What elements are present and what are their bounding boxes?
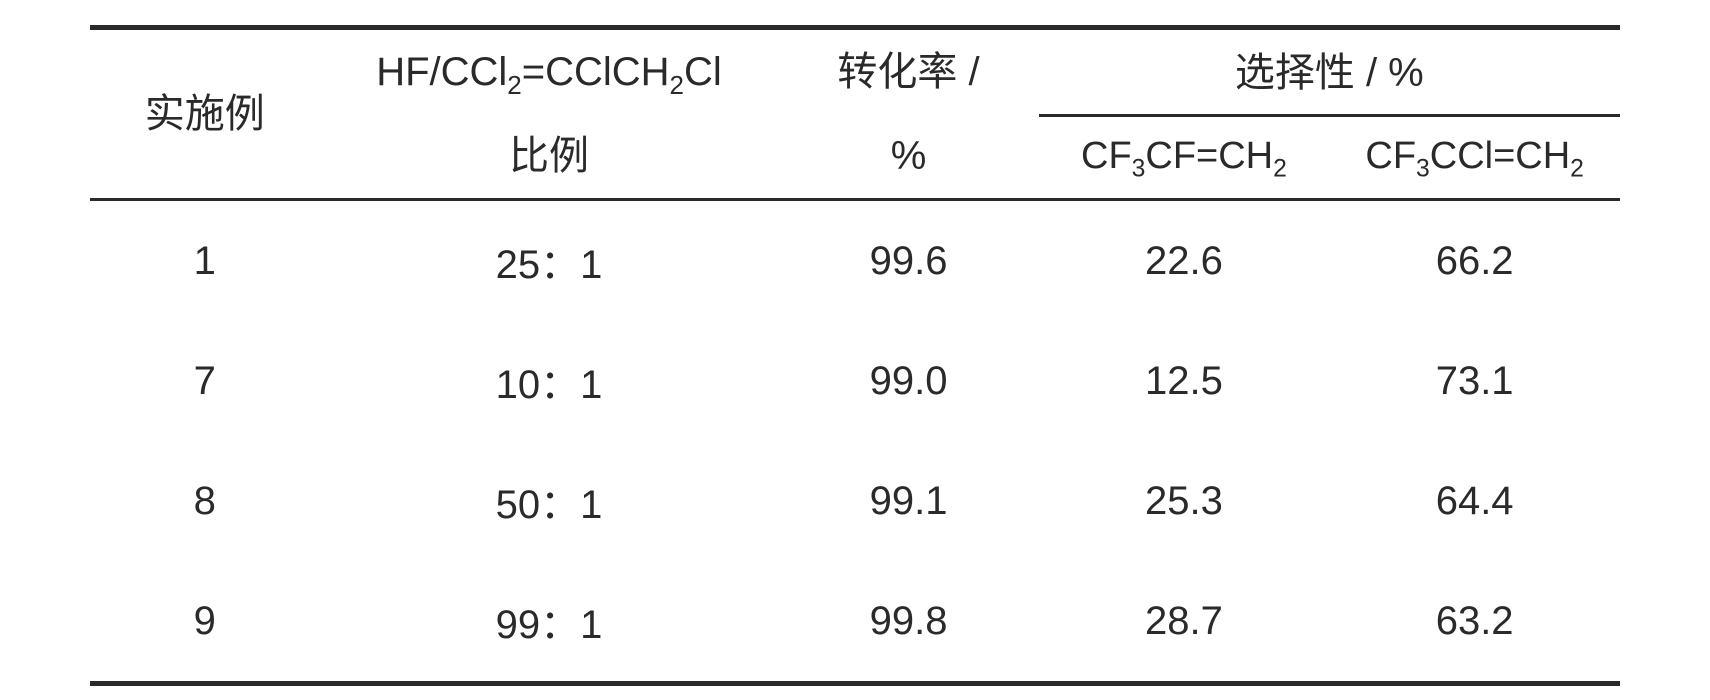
table-row: 8 50：1 99.1 25.3 64.4: [90, 441, 1620, 561]
col-header-ratio-label: 比例: [376, 107, 722, 191]
col-header-example-text: 实施例: [145, 92, 265, 136]
table-row: 7 10：1 99.0 12.5 73.1: [90, 321, 1620, 441]
header-row-1: 实施例 HF/CCl2=CClCH2Cl 比例 转化率 / % 选择性 / %: [90, 28, 1620, 116]
cell-ratio: 25：1: [320, 200, 779, 322]
cell-sel-a: 12.5: [1039, 321, 1330, 441]
col-header-ratio: HF/CCl2=CClCH2Cl 比例: [320, 28, 779, 200]
cell-sel-b: 73.1: [1329, 321, 1620, 441]
col-header-example: 实施例: [90, 28, 320, 200]
cell-example: 1: [90, 200, 320, 322]
cell-sel-a: 22.6: [1039, 200, 1330, 322]
cell-conversion: 99.1: [779, 441, 1039, 561]
col-header-sel-b: CF3CCl=CH2: [1329, 116, 1620, 200]
cell-conversion: 99.8: [779, 561, 1039, 684]
cell-sel-a: 25.3: [1039, 441, 1330, 561]
col-header-conv-top: 转化率 /: [837, 37, 979, 107]
cell-conversion: 99.0: [779, 321, 1039, 441]
cell-ratio: 50：1: [320, 441, 779, 561]
table-row: 1 25：1 99.6 22.6 66.2: [90, 200, 1620, 322]
col-header-selectivity-group: 选择性 / %: [1039, 28, 1620, 116]
cell-example: 7: [90, 321, 320, 441]
cell-conversion: 99.6: [779, 200, 1039, 322]
col-header-ratio-formula: HF/CCl2=CClCH2Cl: [376, 37, 722, 107]
table-row: 9 99：1 99.8 28.7 63.2: [90, 561, 1620, 684]
cell-ratio: 99：1: [320, 561, 779, 684]
cell-sel-a: 28.7: [1039, 561, 1330, 684]
col-header-sel-a: CF3CF=CH2: [1039, 116, 1330, 200]
cell-example: 9: [90, 561, 320, 684]
cell-sel-b: 66.2: [1329, 200, 1620, 322]
cell-ratio: 10：1: [320, 321, 779, 441]
cell-example: 8: [90, 441, 320, 561]
cell-sel-b: 64.4: [1329, 441, 1620, 561]
cell-sel-b: 63.2: [1329, 561, 1620, 684]
col-header-conv-bottom: %: [837, 107, 979, 191]
col-header-conversion: 转化率 / %: [779, 28, 1039, 200]
data-table: 实施例 HF/CCl2=CClCH2Cl 比例 转化率 / % 选择性 / % …: [90, 25, 1620, 686]
table-container: 实施例 HF/CCl2=CClCH2Cl 比例 转化率 / % 选择性 / % …: [0, 0, 1710, 700]
